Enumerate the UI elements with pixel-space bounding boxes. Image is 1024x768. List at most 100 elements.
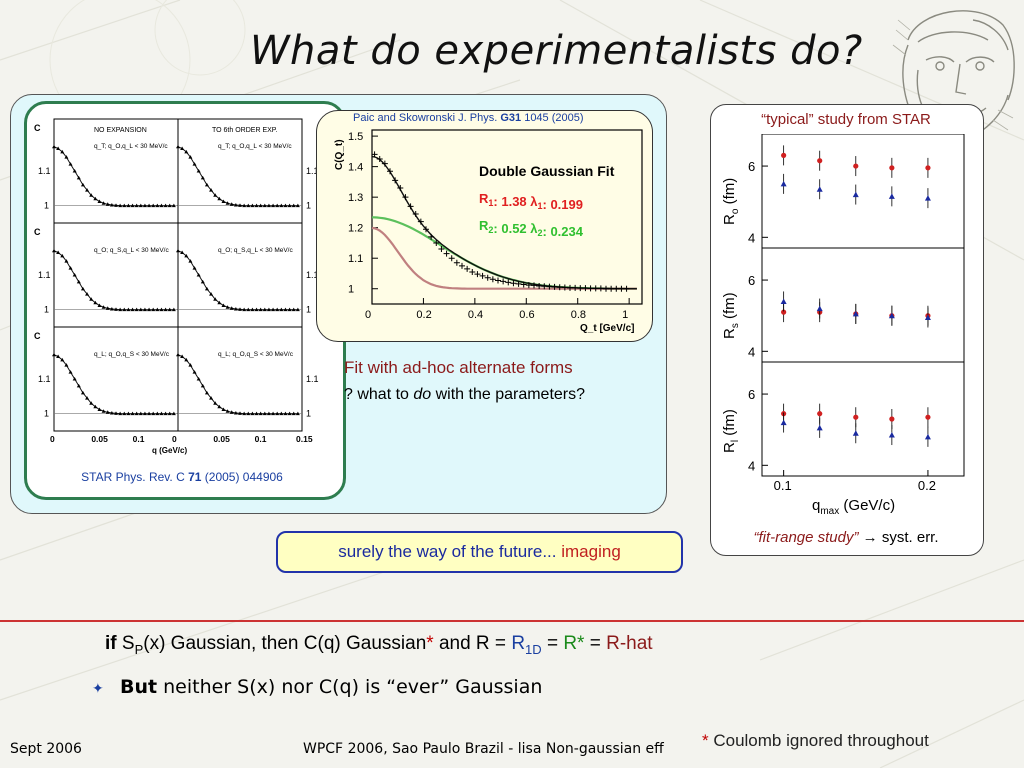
star-data-point (93, 196, 98, 201)
paic-param-part: λ (530, 221, 538, 236)
equals-1: = (541, 633, 564, 654)
star-data-point (163, 411, 168, 416)
star-data-point (80, 182, 85, 187)
paic-data-point (469, 268, 476, 275)
radii-ylabel-main: R (721, 328, 738, 339)
paic-data-point (392, 177, 399, 184)
star-ylabel: C (34, 331, 41, 341)
star-data-point (147, 411, 152, 416)
star-panel-cut: q_O; q_S,q_L < 30 MeV/c (94, 247, 169, 254)
if-keyword: if (105, 633, 117, 654)
radii-red-point (925, 165, 931, 171)
double-gaussian-chart: 1 1.1 1.2 1.3 1.4 1.5 0 0.2 0.4 0.6 0.8 1 C(Q_t) Q_t … (334, 129, 643, 334)
radii-red-point (853, 414, 859, 420)
radii-blue-point (780, 419, 787, 426)
star-data-point (85, 188, 90, 192)
paic-data-point (510, 280, 517, 287)
star-data-point (105, 202, 110, 206)
star-data-point (250, 307, 255, 312)
star-data-point (238, 411, 242, 415)
radii-blue-point (816, 424, 823, 431)
star-data-point (242, 411, 247, 416)
star-data-point (229, 306, 234, 310)
paic-ytick: 1.5 (348, 131, 363, 143)
star-data-point (184, 253, 189, 258)
star-xtick: 0.1 (255, 434, 267, 444)
star-panel-label: NO EXPANSION (94, 127, 147, 134)
radii-xtick: 0.1 (774, 478, 792, 493)
star-data-point (196, 169, 201, 173)
star-data-point (101, 305, 106, 309)
star-data-point (138, 411, 143, 416)
footer-conference: WPCF 2006, Sao Paulo Brazil - lisa Non-g… (303, 741, 664, 757)
star-data-point (192, 266, 197, 270)
star-data-point (151, 411, 156, 416)
radii-red-point (781, 309, 787, 315)
radii-ytick: 4 (748, 230, 755, 245)
radii-blue-point (816, 305, 823, 312)
radii-blue-point (888, 432, 895, 438)
radii-blue-point (852, 310, 859, 317)
star-data-point (279, 307, 284, 312)
paic-ref-year: 1045 (2005) (521, 112, 584, 124)
paic-data-point (397, 185, 404, 191)
star-ref-volume: 71 (188, 470, 202, 484)
paic-ytick: 1.2 (348, 223, 363, 235)
star-data-point (134, 203, 139, 208)
paic-data-point (489, 276, 496, 283)
star-data-point (233, 202, 238, 207)
star-data-point (242, 203, 247, 208)
radii-ylabel-main: R (721, 442, 738, 453)
star-data-point (89, 193, 94, 197)
star-data-point (184, 357, 189, 362)
star-data-point (72, 273, 77, 277)
radii-red-point (853, 163, 859, 169)
radii-red-point (817, 158, 823, 164)
star-ytick: 1.1 (38, 374, 51, 384)
star-fit-line (177, 354, 298, 415)
radii-xtick: 0.2 (918, 478, 936, 493)
paic-data-point (592, 285, 599, 292)
paic-data-point (572, 284, 579, 291)
footer-date: Sept 2006 (10, 741, 82, 757)
star-data-point (151, 203, 156, 208)
star-data-point (225, 201, 230, 205)
star-ytick: 1.1 (306, 374, 319, 384)
star-data-point (291, 411, 296, 416)
paic-data-point (423, 226, 429, 233)
star-panel-frame (53, 118, 179, 224)
star-data-point (142, 203, 147, 208)
star-data-point (233, 306, 238, 311)
star-data-point (52, 248, 56, 253)
imaging-callout: surely the way of the future... imaging (276, 531, 683, 573)
star-data-point (155, 307, 160, 312)
radii-blue-point (924, 314, 931, 320)
paic-ref-volume: G31 (500, 112, 522, 124)
star-data-point (97, 199, 102, 204)
s-symbol: S (121, 633, 135, 654)
radii-red-point (925, 414, 931, 420)
star-fit-line (177, 146, 298, 207)
star-data-point (56, 146, 61, 150)
paic-data-point (381, 160, 388, 167)
star-xtick: 0 (172, 434, 177, 444)
star-data-point (60, 357, 65, 362)
star-data-point (217, 196, 222, 201)
star-data-point (76, 175, 81, 180)
paic-data-point (443, 250, 450, 257)
star-data-point (196, 377, 201, 381)
star-data-point (262, 307, 267, 312)
star-data-point (176, 144, 180, 149)
paic-xtick: 0.8 (571, 309, 586, 321)
paic-r1-param: R1: 1.38 λ1: 0.199 (479, 191, 583, 212)
star-ytick: 1 (306, 305, 311, 315)
star-data-point (147, 203, 152, 208)
paic-param-part: : 0.199 (543, 197, 583, 212)
star-data-point (142, 307, 147, 312)
star-data-point (155, 411, 160, 416)
star-data-point (233, 410, 238, 415)
star-data-point (122, 203, 127, 208)
star-panel: q_L; q_O,q_S < 30 MeV/c (52, 326, 179, 432)
paic-param-part: : 0.52 (493, 221, 530, 236)
star-data-point (126, 203, 131, 208)
